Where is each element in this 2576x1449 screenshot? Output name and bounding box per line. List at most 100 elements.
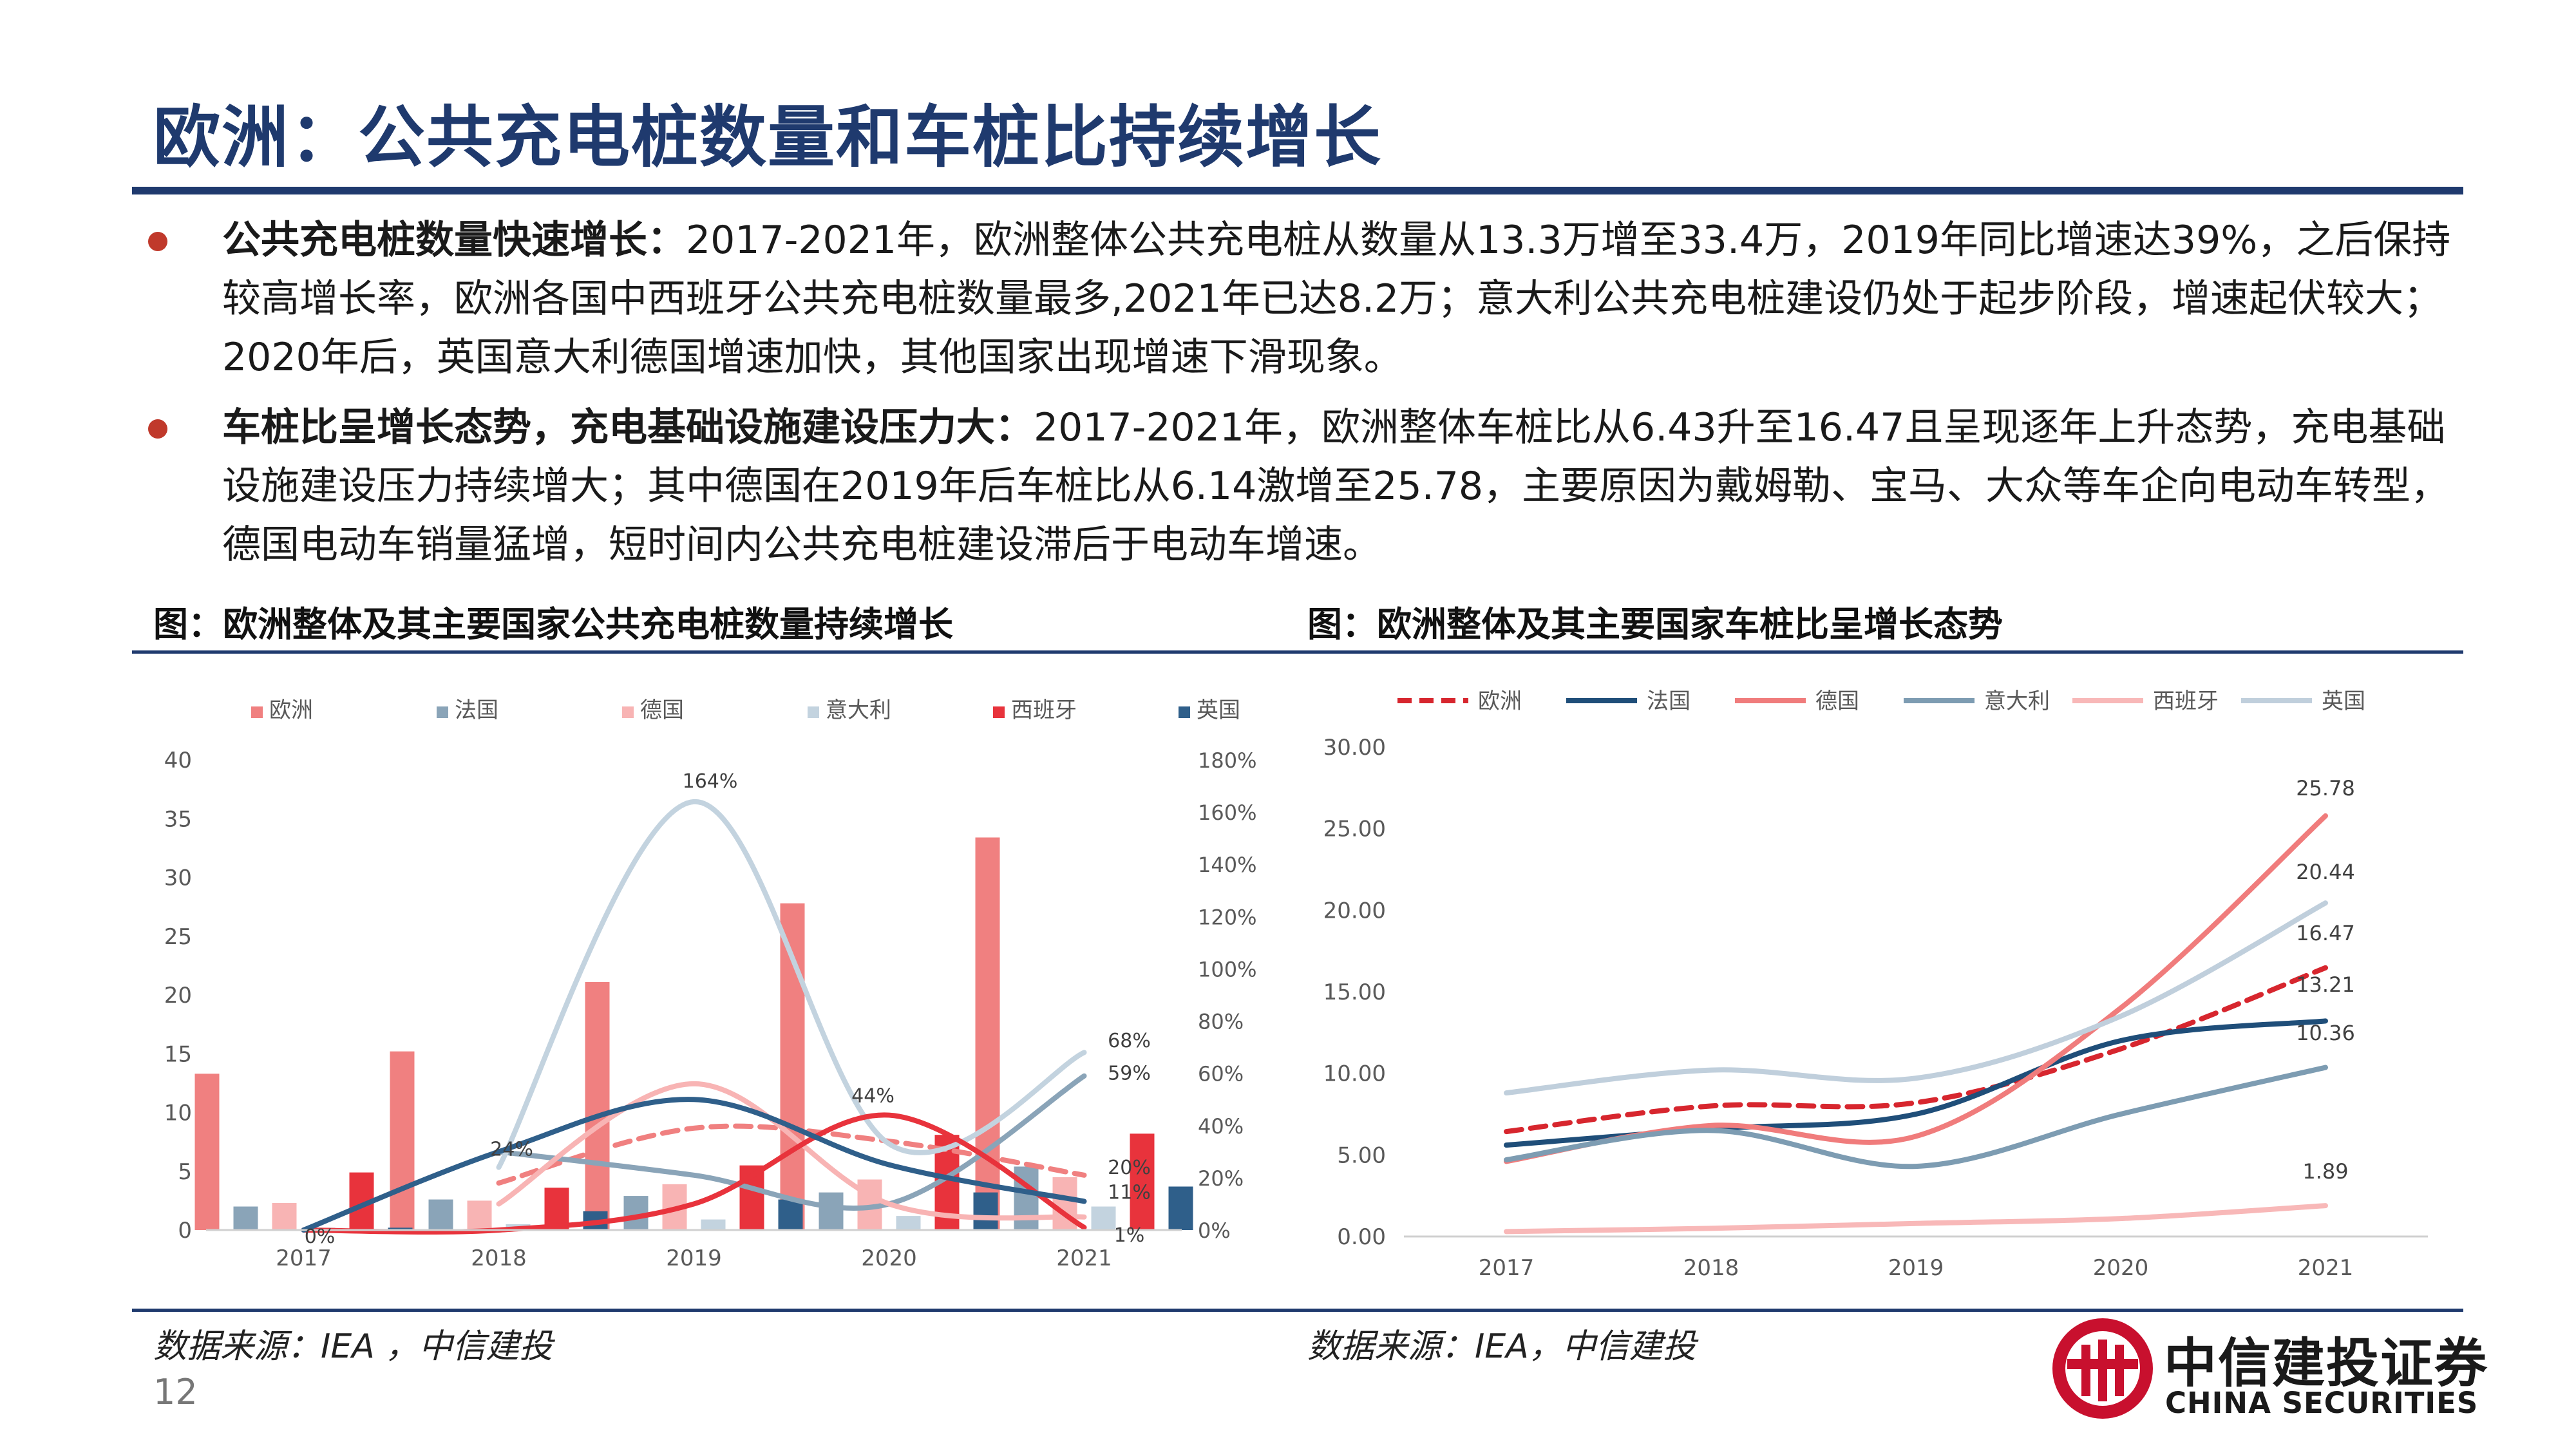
y-tick-label: 10.00 [1323, 1061, 1386, 1087]
y2-tick-label: 40% [1198, 1114, 1244, 1139]
bar [819, 1192, 844, 1230]
y-tick-label: 10 [164, 1101, 192, 1126]
bar [467, 1200, 492, 1230]
data-label: 1.89 [2302, 1159, 2348, 1184]
legend-label: 德国 [1815, 688, 1859, 714]
x-tick-label: 2018 [1683, 1255, 1739, 1281]
legend-label: 欧洲 [269, 697, 313, 723]
y-tick-label: 20 [164, 983, 192, 1009]
x-tick-label: 2019 [666, 1245, 722, 1271]
data-label: 16.47 [2296, 921, 2355, 945]
y-tick-label: 5.00 [1337, 1142, 1386, 1168]
bullet-text: 2017-2021年，欧洲整体公共充电桩从数量从13.3万增至33.4万，201… [222, 218, 2451, 380]
left-chart: 欧洲 法国 德国 意大利 西班牙 英国 0 5 10 15 20 25 30 35 40 0% 20% 40% 60… [164, 697, 1257, 1271]
x-tick-label: 2018 [471, 1245, 527, 1271]
legend-label: 法国 [455, 697, 498, 723]
left-chart-caption: 图：欧洲整体及其主要国家公共充电桩数量持续增长 [153, 604, 953, 645]
y-tick-label: 15.00 [1323, 980, 1386, 1005]
right-chart: 欧洲 法国 德国 意大利 西班牙 英国 0.00 5.00 10.00 15.00 20.00 25.… [1323, 688, 2428, 1281]
bullet-item: 车桩比呈增长态势，充电基础设施建设压力大：2017-2021年，欧洲整体车桩比从… [142, 399, 2460, 574]
y2-tick-label: 120% [1198, 905, 1256, 929]
data-label: 10.36 [2296, 1021, 2355, 1045]
bullet-text: 2017-2021年，欧洲整体车桩比从6.43升至16.47且呈现逐年上升态势，… [222, 405, 2450, 567]
y2-tick-label: 0% [1198, 1218, 1231, 1243]
legend-label: 意大利 [1984, 688, 2050, 714]
logo-english-name: CHINA SECURITIES [2165, 1386, 2479, 1420]
legend-label: 欧洲 [1478, 688, 1522, 714]
growth-line [496, 1073, 1087, 1211]
bar [778, 1199, 803, 1230]
data-label: 20.44 [2296, 860, 2355, 884]
y-tick-label: 35 [164, 806, 192, 832]
data-label: 59% [1108, 1063, 1151, 1085]
bar [896, 1216, 921, 1230]
left-source-note: 数据来源：IEA ，中信建投 [153, 1327, 553, 1366]
ratio-line [1504, 1065, 2328, 1170]
data-label: 24% [490, 1139, 533, 1161]
x-tick-label: 2017 [1479, 1255, 1535, 1281]
chart-bottom-rule [132, 1309, 2463, 1312]
legend-label: 西班牙 [1011, 697, 1077, 723]
bullet-dot-icon [148, 232, 167, 251]
ratio-line [1504, 965, 2328, 1135]
bar [428, 1199, 453, 1230]
growth-line [301, 1112, 1087, 1235]
data-label: 164% [683, 770, 738, 793]
legend-swatch [622, 706, 634, 718]
x-tick-label: 2021 [2298, 1255, 2354, 1281]
y2-tick-label: 20% [1198, 1166, 1244, 1191]
legend-swatch [437, 706, 448, 718]
data-label: 68% [1108, 1030, 1151, 1052]
bar [390, 1051, 415, 1230]
growth-line [301, 1097, 1087, 1233]
y2-tick-label: 60% [1198, 1062, 1244, 1086]
y-tick-label: 25 [164, 924, 192, 950]
ratio-line [1504, 900, 2328, 1096]
data-label: 1% [1114, 1224, 1145, 1247]
y-tick-label: 25.00 [1323, 817, 1386, 842]
legend-swatch [808, 706, 819, 718]
right-chart-caption: 图：欧洲整体及其主要国家车桩比呈增长态势 [1307, 604, 2003, 645]
bar [388, 1227, 413, 1230]
x-tick-label: 2019 [1888, 1255, 1944, 1281]
legend-label: 意大利 [826, 697, 891, 723]
data-label: 11% [1108, 1181, 1151, 1204]
y-tick-label: 30.00 [1323, 735, 1386, 761]
y2-tick-label: 160% [1198, 800, 1256, 825]
citic-logo-icon [2052, 1318, 2153, 1419]
data-label: 44% [851, 1085, 895, 1108]
ratio-line [1504, 813, 2328, 1164]
bar [1091, 1206, 1116, 1230]
page-number: 12 [153, 1372, 198, 1412]
bar [233, 1206, 258, 1230]
data-label: 13.21 [2296, 972, 2355, 997]
bullet-dot-icon [148, 419, 167, 439]
legend-swatch [251, 706, 263, 718]
y-tick-label: 30 [164, 866, 192, 891]
growth-line [496, 799, 1087, 1170]
bullet-list: 公共充电桩数量快速增长：2017-2021年，欧洲整体公共充电桩从数量从13.3… [142, 211, 2460, 586]
data-label: 20% [1108, 1157, 1151, 1179]
y2-tick-label: 180% [1198, 748, 1256, 773]
y-tick-label: 40 [164, 748, 192, 773]
legend-label: 德国 [640, 697, 684, 723]
right-source-note: 数据来源：IEA，中信建投 [1307, 1327, 1696, 1366]
y-tick-label: 15 [164, 1041, 192, 1067]
legend-label: 法国 [1647, 688, 1690, 714]
y-tick-label: 20.00 [1323, 898, 1386, 923]
legend-label: 西班牙 [2153, 688, 2219, 714]
bar [701, 1219, 726, 1230]
legend-swatch [1179, 706, 1190, 718]
y-tick-label: 0.00 [1337, 1224, 1386, 1250]
chart-top-rule [132, 650, 2463, 654]
legend-swatch [993, 706, 1005, 718]
data-label: 0% [305, 1226, 336, 1248]
ratio-line [1504, 1203, 2328, 1235]
legend-label: 英国 [2322, 688, 2365, 714]
bar [973, 1192, 998, 1230]
slide-title: 欧洲：公共充电桩数量和车桩比持续增长 [153, 98, 1383, 176]
growth-line [496, 1081, 1087, 1221]
bullet-item: 公共充电桩数量快速增长：2017-2021年，欧洲整体公共充电桩从数量从13.3… [142, 211, 2460, 387]
y2-tick-label: 80% [1198, 1010, 1244, 1034]
bar [194, 1074, 220, 1230]
